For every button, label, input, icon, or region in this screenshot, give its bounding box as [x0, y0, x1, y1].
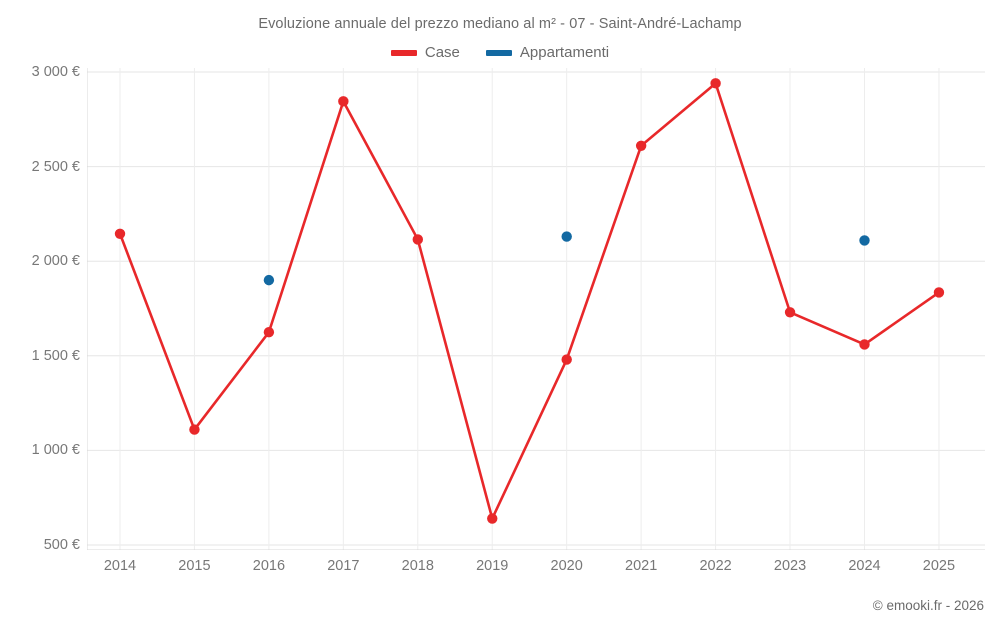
copyright-credit: © emooki.fr - 2026 — [872, 598, 984, 613]
legend-item-appartamenti[interactable]: Appartamenti — [485, 44, 610, 61]
x-axis-tick-label: 2021 — [625, 558, 658, 574]
data-point-marker[interactable] — [859, 339, 870, 350]
y-axis-tick-label: 2 500 € — [31, 158, 80, 175]
series-line — [118, 82, 941, 520]
chart-legend: Case Appartamenti — [0, 44, 1000, 61]
data-point-marker[interactable] — [561, 231, 572, 242]
data-point-marker[interactable] — [710, 78, 721, 89]
x-axis-tick-label: 2020 — [550, 558, 583, 574]
x-axis: 2014 2015 2016 2017 2018 2019 2020 2021 2022 2023… — [87, 558, 985, 582]
y-axis-tick-label: 2 000 € — [31, 253, 80, 270]
legend-swatch-icon — [485, 49, 512, 56]
data-point-marker[interactable] — [189, 424, 200, 435]
chart-canvas — [87, 68, 985, 550]
plot-area — [87, 68, 985, 550]
y-axis-tick-label: 3 000 € — [31, 64, 80, 80]
y-axis-tick-label: 500 € — [43, 537, 80, 553]
x-axis-tick-label: 2023 — [773, 558, 807, 574]
data-point-marker[interactable] — [412, 234, 423, 245]
y-axis-tick-label: 1 000 € — [31, 442, 80, 459]
data-point-marker[interactable] — [263, 326, 275, 338]
x-axis-tick-label: 2017 — [327, 558, 360, 574]
page-title: Evoluzione annuale del prezzo mediano al… — [258, 16, 742, 32]
data-point-marker[interactable] — [933, 287, 945, 298]
x-axis-tick-label: 2022 — [699, 558, 732, 574]
y-axis-tick-label: 1 500 € — [31, 347, 80, 364]
x-axis-tick-label: 2019 — [476, 558, 509, 574]
x-axis-tick-label: 2015 — [178, 558, 211, 574]
data-point-marker[interactable] — [114, 228, 126, 239]
data-point-marker[interactable] — [487, 513, 498, 524]
x-axis-tick-label: 2025 — [922, 558, 956, 574]
legend-item-case[interactable]: Case — [390, 44, 460, 61]
data-point-marker[interactable] — [859, 235, 870, 246]
grid-lines — [87, 71, 985, 546]
data-point-marker[interactable] — [635, 140, 647, 151]
series-appartamenti — [263, 231, 870, 286]
x-axis-tick-label: 2024 — [848, 558, 881, 574]
x-axis-tick-label: 2018 — [401, 558, 434, 574]
legend-label: Case — [424, 44, 460, 61]
data-point-marker[interactable] — [561, 354, 572, 365]
grid-lines-vertical — [119, 68, 940, 550]
data-point-marker[interactable] — [784, 307, 796, 318]
x-axis-tick-label: 2016 — [252, 558, 286, 574]
data-point-marker[interactable] — [263, 274, 275, 286]
y-axis: 500 € 1 000 € 1 500 € 2 000 € 2 500 € 3 000 € — [0, 0, 80, 625]
series-case — [114, 78, 945, 524]
legend-label: Appartamenti — [519, 44, 610, 61]
x-axis-tick-label: 2014 — [103, 558, 137, 574]
legend-swatch-icon — [390, 49, 417, 56]
data-point-marker[interactable] — [338, 96, 349, 107]
